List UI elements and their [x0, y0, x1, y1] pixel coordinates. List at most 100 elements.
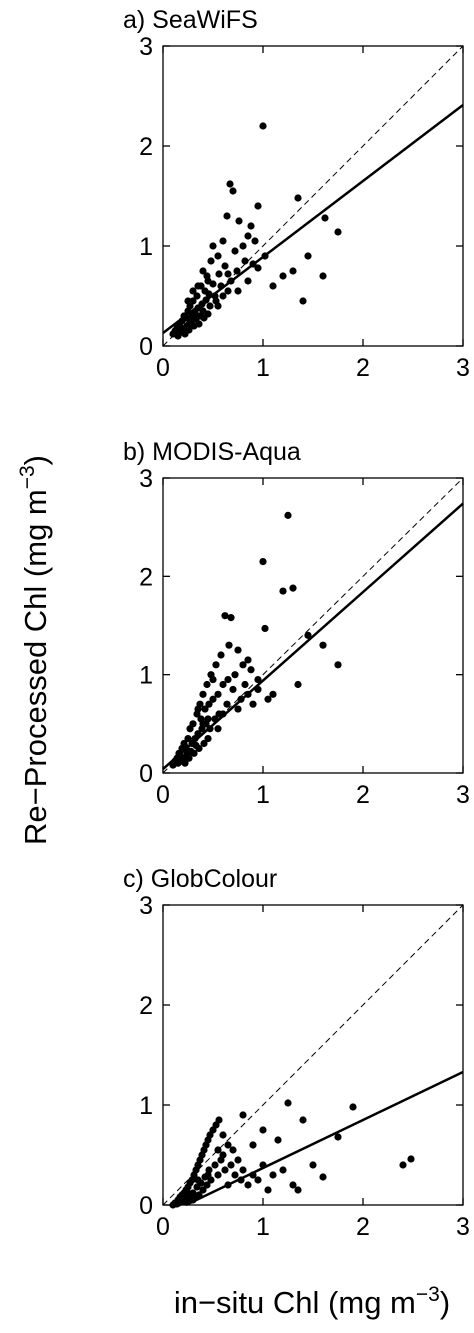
- panel-2-data-point: [201, 705, 209, 713]
- panel-1-data-point: [223, 212, 231, 220]
- panel-1-data-point: [219, 292, 227, 300]
- panel-1-title: a) SeaWiFS: [123, 6, 258, 34]
- panel-3-data-point: [239, 1111, 247, 1119]
- panel-3-data-point: [227, 1161, 235, 1169]
- panel-3-data-point: [309, 1161, 317, 1169]
- panel-3-data-point: [249, 1171, 257, 1179]
- panel-2-data-point: [205, 700, 213, 708]
- panel-3-y-tick-label: 1: [139, 1092, 153, 1120]
- panel-2-x-tick-label: 1: [256, 781, 270, 809]
- panel-2-data-point: [185, 754, 193, 762]
- panel-2-data-point: [209, 695, 217, 703]
- panel-3-data-point: [234, 1156, 242, 1164]
- panel-2-frame: [162, 477, 464, 774]
- panel-3-one-to-one-line: [162, 904, 464, 1206]
- y-axis-label-exponent: −3: [16, 465, 39, 489]
- panel-2-data-point: [227, 614, 235, 622]
- panel-3-data-point: [237, 1176, 245, 1184]
- panel-1-data-point: [214, 252, 222, 260]
- y-axis-label: Re−Processed Chl (mg m−3): [16, 455, 53, 845]
- panel-2-data-point: [244, 656, 252, 664]
- panel-2-data-point: [231, 671, 239, 679]
- panel-1-data-point: [235, 217, 243, 225]
- panel-1-data-point: [241, 257, 249, 265]
- panel-3-title: c) GlobColour: [123, 865, 277, 893]
- panel-1-data-point: [234, 287, 242, 295]
- panel-2-data-point: [211, 715, 219, 723]
- panel-2-data-point: [294, 680, 302, 689]
- panel-3-data-point: [221, 1166, 229, 1174]
- panel-2-x-tick-label: 2: [356, 781, 370, 809]
- panel-1-y-tick-label: 2: [139, 133, 153, 161]
- panel-3-data-point: [279, 1166, 287, 1174]
- panel-1-data-point: [299, 297, 307, 305]
- panel-3-data-point: [239, 1166, 247, 1174]
- panel-2-data-point: [217, 651, 225, 659]
- panel-1-x-tick-label: 1: [256, 354, 270, 382]
- panel-2-y-tick-label: 3: [139, 465, 153, 493]
- panel-3-y-tick-label: 0: [139, 1192, 153, 1220]
- panel-2-data-point: [219, 680, 227, 689]
- panel-1-x-tick-label: 2: [356, 354, 370, 382]
- panel-1-x-tick-label: 0: [156, 354, 170, 382]
- panel-2-data-point: [206, 725, 214, 733]
- panel-2-title: b) MODIS-Aqua: [123, 438, 301, 466]
- panel-2-data-point: [247, 666, 255, 674]
- x-axis-label: in−situ Chl (mg m−3): [174, 1283, 450, 1320]
- panel-3-data-point: [215, 1116, 223, 1124]
- panel-2-data-point: [261, 624, 269, 633]
- panel-2-data-point: [221, 612, 229, 620]
- panel-1-data-point: [239, 242, 247, 250]
- panel-3-data-point: [299, 1116, 307, 1124]
- panel-1-data-point: [214, 302, 222, 310]
- panel-1-data-point: [215, 270, 223, 278]
- panel-1-data-point: [247, 222, 255, 230]
- panel-2-data-point: [199, 690, 207, 698]
- panel-3-data-point: [199, 1186, 207, 1194]
- panel-3-data-point: [231, 1171, 239, 1179]
- panel-2-data-point: [214, 725, 222, 733]
- panel-3-data-point: [259, 1161, 267, 1169]
- panel-2-data-point: [234, 705, 242, 713]
- panel-1-data-point: [226, 180, 234, 188]
- panel-2-data-point: [224, 675, 232, 684]
- panel-1-data-point: [206, 302, 214, 310]
- panel-2-y-tick-label: 2: [139, 563, 153, 591]
- panel-2-data-point: [254, 675, 262, 684]
- panel-2-data-point: [181, 759, 189, 767]
- panel-1-data-point: [334, 228, 342, 236]
- panel-1-data-point: [209, 242, 217, 250]
- panel-2-data-point: [199, 720, 207, 728]
- panel-1-data-point: [221, 262, 229, 270]
- panel-1-data-point: [289, 267, 297, 275]
- panel-2-data-point: [204, 715, 212, 723]
- panel-3-data-point: [194, 1176, 202, 1184]
- panel-1-data-point: [189, 297, 197, 305]
- panel-2-y-tick-label: 0: [139, 760, 153, 788]
- panel-3-data-point: [349, 1103, 357, 1111]
- panel-3-data-point: [294, 1186, 302, 1194]
- panel-3-data-point: [334, 1133, 342, 1141]
- panel-1-data-point: [259, 122, 267, 130]
- panel-3-data-point: [214, 1171, 222, 1179]
- panel-1-data-point: [269, 282, 277, 290]
- panel-2-y-tick-label: 1: [139, 662, 153, 690]
- panel-3-data-point: [224, 1181, 232, 1189]
- panel-2-data-point: [254, 685, 262, 694]
- panel-2-data-point: [214, 690, 222, 698]
- panel-3-data-point: [244, 1181, 252, 1189]
- panel-3-data-point: [219, 1151, 227, 1159]
- panel-3-data-point: [214, 1146, 222, 1154]
- panel-2-data-point: [239, 661, 247, 669]
- panel-1-data-point: [224, 287, 232, 295]
- panel-3-data-point: [195, 1191, 203, 1199]
- panel-2-data-point: [244, 690, 252, 698]
- panel-1-data-point: [254, 202, 262, 210]
- panel-3-data-point: [269, 1171, 277, 1179]
- panel-1-data-point: [202, 296, 210, 304]
- panel-1-y-tick-label: 0: [139, 333, 153, 361]
- panel-3-data-point: [211, 1161, 219, 1169]
- panel-2-data-point: [225, 641, 233, 649]
- panel-1-data-point: [184, 297, 192, 305]
